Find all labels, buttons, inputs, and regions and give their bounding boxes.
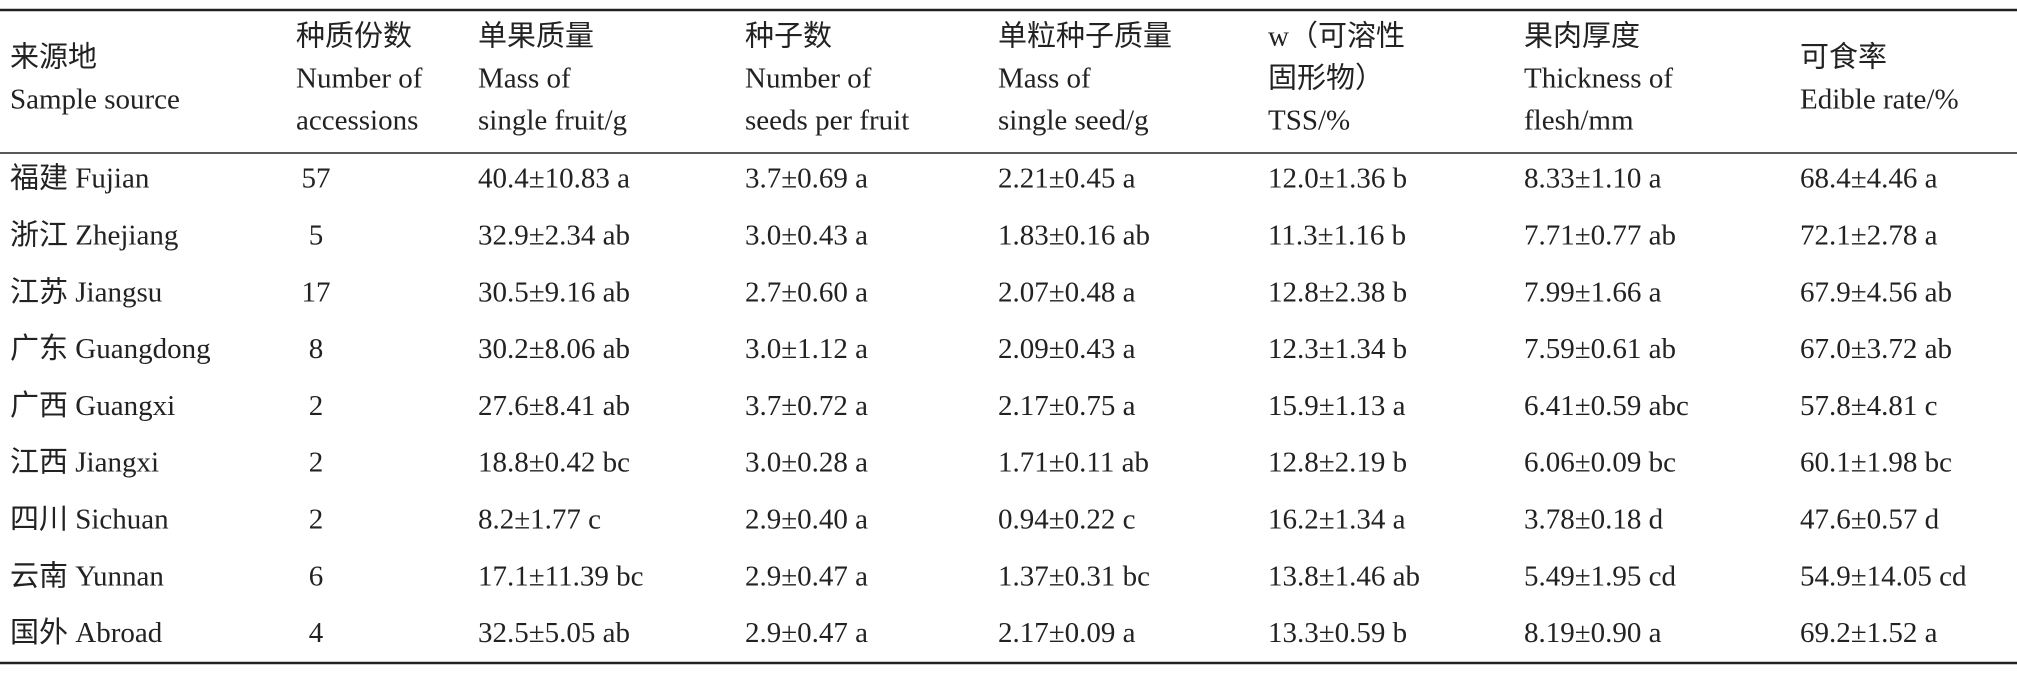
- cell: 2.07±0.48 a: [998, 276, 1136, 308]
- cell: 8.33±1.10 a: [1524, 163, 1662, 195]
- cell: 47.6±0.57 d: [1800, 503, 1940, 535]
- header-cell: 单粒种子质量: [998, 20, 1172, 53]
- cell: 60.1±1.98 bc: [1800, 447, 1952, 479]
- cell: 12.0±1.36 b: [1268, 163, 1407, 195]
- header-cell: accessions: [296, 105, 418, 137]
- cell: 2: [309, 447, 324, 479]
- header-cell: Edible rate/%: [1800, 84, 1959, 116]
- cell: 6: [309, 560, 324, 592]
- cell: 2.9±0.40 a: [745, 503, 868, 535]
- header-cell: Number of: [296, 63, 423, 95]
- cell: 12.3±1.34 b: [1268, 333, 1407, 365]
- cell: 广东 Guangdong: [10, 332, 211, 365]
- cell: 17: [302, 276, 331, 308]
- cell: 广西 Guangxi: [10, 389, 175, 422]
- cell: 13.8±1.46 ab: [1268, 560, 1420, 592]
- cell: 16.2±1.34 a: [1268, 503, 1406, 535]
- cell: 4: [309, 617, 324, 649]
- header-cell: 可食率: [1800, 41, 1887, 74]
- header-cell: Thickness of: [1524, 63, 1673, 95]
- cell: 11.3±1.16 b: [1268, 219, 1406, 251]
- cell: 2.17±0.75 a: [998, 390, 1136, 422]
- cell: 7.99±1.66 a: [1524, 276, 1662, 308]
- cell: 32.5±5.05 ab: [478, 617, 630, 649]
- cell: 四川 Sichuan: [10, 503, 169, 535]
- header-cell: 来源地: [10, 41, 97, 74]
- cell: 3.7±0.72 a: [745, 390, 868, 422]
- cell: 32.9±2.34 ab: [478, 219, 630, 251]
- cell: 40.4±10.83 a: [478, 163, 630, 195]
- header-cell: 种质份数: [296, 20, 412, 53]
- cell: 68.4±4.46 a: [1800, 163, 1938, 195]
- cell: 67.0±3.72 ab: [1800, 333, 1952, 365]
- cell: 54.9±14.05 cd: [1800, 560, 1967, 592]
- header-cell: seeds per fruit: [745, 105, 909, 137]
- cell: 2.21±0.45 a: [998, 163, 1136, 195]
- cell: 12.8±2.38 b: [1268, 276, 1407, 308]
- cell: 15.9±1.13 a: [1268, 390, 1406, 422]
- cell: 0.94±0.22 c: [998, 503, 1136, 535]
- header-cell: 种子数: [745, 20, 832, 53]
- cell: 12.8±2.19 b: [1268, 447, 1407, 479]
- cell: 江西 Jiangxi: [10, 447, 159, 479]
- cell: 57.8±4.81 c: [1800, 390, 1938, 422]
- cell: 2.7±0.60 a: [745, 276, 868, 308]
- header-cell: w（可溶性: [1268, 20, 1405, 53]
- cell: 5.49±1.95 cd: [1524, 560, 1677, 592]
- cell: 3.0±1.12 a: [745, 333, 868, 365]
- cell: 3.0±0.43 a: [745, 219, 868, 251]
- cell: 69.2±1.52 a: [1800, 617, 1938, 649]
- header-cell: single fruit/g: [478, 105, 627, 137]
- cell: 13.3±0.59 b: [1268, 617, 1407, 649]
- header-cell: single seed/g: [998, 105, 1149, 137]
- cell: 云南 Yunnan: [10, 559, 164, 592]
- header-cell: TSS/%: [1268, 105, 1350, 137]
- header-cell: 果肉厚度: [1524, 20, 1640, 53]
- cell: 18.8±0.42 bc: [478, 447, 630, 479]
- cell: 7.59±0.61 ab: [1524, 333, 1676, 365]
- cell: 1.71±0.11 ab: [998, 447, 1149, 479]
- cell: 浙江 Zhejiang: [10, 218, 178, 251]
- header-cell: Sample source: [10, 84, 180, 116]
- cell: 2.17±0.09 a: [998, 617, 1136, 649]
- header-cell: 单果质量: [478, 20, 594, 53]
- cell: 30.5±9.16 ab: [478, 276, 630, 308]
- cell: 1.37±0.31 bc: [998, 560, 1150, 592]
- header-cell: Mass of: [478, 63, 571, 95]
- cell: 8: [309, 333, 324, 365]
- cell: 30.2±8.06 ab: [478, 333, 630, 365]
- cell: 7.71±0.77 ab: [1524, 219, 1676, 251]
- cell: 67.9±4.56 ab: [1800, 276, 1952, 308]
- cell: 17.1±11.39 bc: [478, 560, 643, 592]
- cell: 国外 Abroad: [10, 616, 163, 649]
- cell: 6.06±0.09 bc: [1524, 447, 1676, 479]
- cell: 2: [309, 503, 324, 535]
- cell: 57: [302, 163, 331, 195]
- cell: 江苏 Jiangsu: [10, 275, 162, 308]
- cell: 2.9±0.47 a: [745, 617, 868, 649]
- header-cell: Number of: [745, 63, 872, 95]
- cell: 2.09±0.43 a: [998, 333, 1136, 365]
- cell: 3.78±0.18 d: [1524, 503, 1664, 535]
- cell: 2.9±0.47 a: [745, 560, 868, 592]
- header-cell: flesh/mm: [1524, 105, 1634, 137]
- cell: 3.7±0.69 a: [745, 163, 868, 195]
- cell: 27.6±8.41 ab: [478, 390, 630, 422]
- header-cell: Mass of: [998, 63, 1091, 95]
- cell: 5: [309, 219, 324, 251]
- header-cell: 固形物）: [1268, 62, 1384, 95]
- cell: 3.0±0.28 a: [745, 447, 868, 479]
- cell: 8.2±1.77 c: [478, 503, 601, 535]
- cell: 8.19±0.90 a: [1524, 617, 1662, 649]
- cell: 2: [309, 390, 324, 422]
- cell: 72.1±2.78 a: [1800, 219, 1938, 251]
- cell: 6.41±0.59 abc: [1524, 390, 1689, 422]
- cell: 1.83±0.16 ab: [998, 219, 1150, 251]
- cell: 福建 Fujian: [10, 162, 150, 195]
